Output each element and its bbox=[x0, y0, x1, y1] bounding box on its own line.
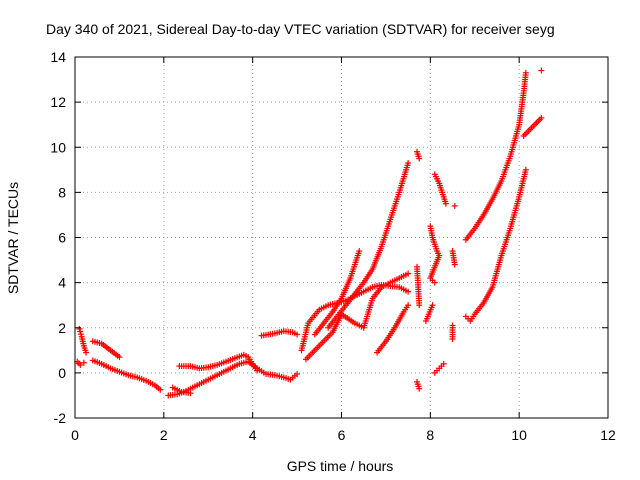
data-point-marker bbox=[429, 302, 436, 309]
x-tick-label: 8 bbox=[426, 427, 434, 443]
y-tick-label: -2 bbox=[54, 410, 67, 426]
x-axis-label: GPS time / hours bbox=[287, 458, 394, 474]
data-point-marker bbox=[416, 302, 423, 309]
data-point-marker bbox=[522, 69, 529, 76]
data-point-marker bbox=[416, 385, 423, 392]
y-tick-label: 10 bbox=[50, 139, 66, 155]
data-points bbox=[74, 67, 545, 399]
y-axis-label: SDTVAR / TECUs bbox=[5, 182, 21, 294]
data-point-marker bbox=[187, 390, 194, 397]
x-tick-label: 12 bbox=[600, 427, 616, 443]
data-point-marker bbox=[405, 288, 412, 295]
data-point-marker bbox=[80, 359, 87, 366]
data-point-marker bbox=[405, 302, 412, 309]
data-point-marker bbox=[76, 325, 83, 332]
data-point-marker bbox=[77, 361, 84, 368]
data-point-marker bbox=[451, 261, 458, 268]
chart-title: Day 340 of 2021, Sidereal Day-to-day VTE… bbox=[46, 21, 555, 37]
data-point-marker bbox=[538, 114, 545, 121]
data-point-marker bbox=[294, 331, 301, 338]
x-tick-label: 0 bbox=[71, 427, 79, 443]
data-point-marker bbox=[77, 328, 84, 335]
data-point-marker bbox=[405, 270, 412, 277]
x-tick-label: 2 bbox=[160, 427, 168, 443]
data-point-marker bbox=[405, 160, 412, 167]
y-tick-label: 4 bbox=[58, 275, 66, 291]
data-point-marker bbox=[416, 155, 423, 162]
data-point-marker bbox=[356, 248, 363, 255]
data-point-marker bbox=[254, 367, 261, 374]
grid-lines bbox=[75, 57, 608, 418]
data-point-marker bbox=[157, 386, 164, 393]
y-tick-label: 12 bbox=[50, 94, 66, 110]
data-point-marker bbox=[449, 336, 456, 343]
data-point-marker bbox=[77, 331, 84, 338]
x-tick-label: 10 bbox=[511, 427, 527, 443]
data-point-marker bbox=[116, 354, 123, 361]
y-tick-label: 0 bbox=[58, 365, 66, 381]
data-point-marker bbox=[442, 200, 449, 207]
data-point-marker bbox=[522, 166, 529, 173]
x-tick-label: 4 bbox=[249, 427, 257, 443]
data-point-marker bbox=[538, 67, 545, 74]
x-tick-label: 6 bbox=[338, 427, 346, 443]
y-tick-label: 6 bbox=[58, 230, 66, 246]
data-point-marker bbox=[294, 371, 301, 378]
y-tick-label: 8 bbox=[58, 184, 66, 200]
y-tick-label: 14 bbox=[50, 49, 66, 65]
data-point-marker bbox=[440, 360, 447, 367]
y-tick-label: 2 bbox=[58, 320, 66, 336]
data-point-marker bbox=[83, 349, 90, 356]
data-point-marker bbox=[451, 202, 458, 209]
data-point-marker bbox=[431, 279, 438, 286]
